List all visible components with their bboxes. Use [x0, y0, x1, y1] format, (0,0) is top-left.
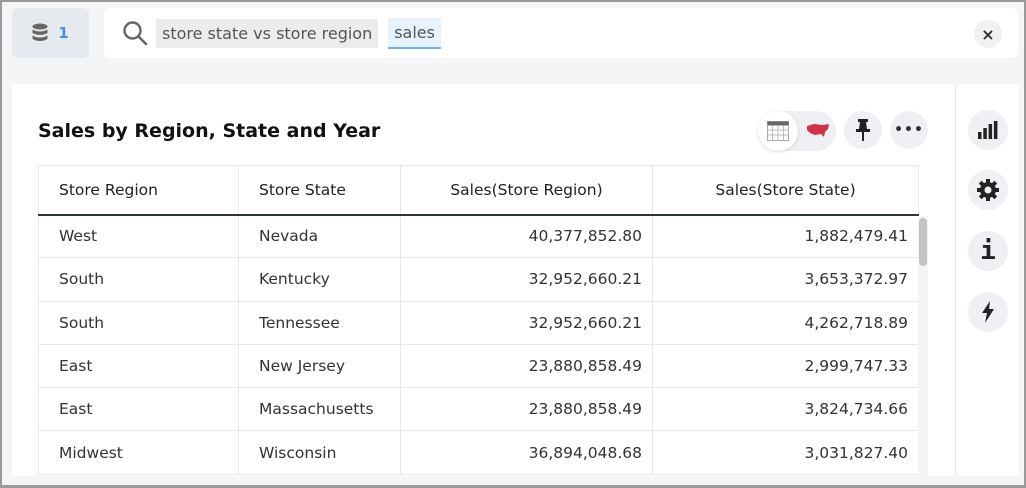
table-row[interactable]: East New Jersey 23,880,858.49 2,999,747.33 — [38, 344, 919, 389]
table-cell: 3,824,734.66 — [652, 387, 919, 432]
table-cell: Midwest — [38, 430, 239, 475]
column-header[interactable]: Store State — [238, 165, 401, 216]
spotiq-button[interactable] — [968, 292, 1008, 332]
column-header[interactable]: Store Region — [38, 165, 239, 216]
table-row[interactable]: South Tennessee 32,952,660.21 4,262,718.89 — [38, 301, 919, 345]
table-row[interactable]: West Nevada 40,377,852.80 1,882,479.41 — [38, 214, 919, 259]
table-cell: 32,952,660.21 — [400, 257, 653, 302]
table-cell: 1,882,479.41 — [652, 214, 919, 259]
table-cell: South — [38, 301, 239, 345]
search-token[interactable]: store state vs store region — [156, 18, 379, 48]
clear-search-button[interactable]: × — [974, 20, 1002, 48]
table-cell: 3,653,372.97 — [652, 257, 919, 302]
map-icon[interactable] — [806, 123, 830, 139]
table-cell: Tennessee — [238, 301, 401, 345]
table-cell: 2,999,747.33 — [652, 344, 919, 389]
settings-button[interactable] — [968, 170, 1008, 210]
info-icon: i — [980, 236, 996, 266]
table-cell: East — [38, 387, 239, 432]
search-bar[interactable]: store state vs store region sales × — [104, 8, 1018, 58]
table-view-button[interactable] — [758, 111, 798, 151]
table-cell: South — [38, 257, 239, 302]
table-row[interactable]: East Massachusetts 23,880,858.49 3,824,734.… — [38, 387, 919, 432]
source-count: 1 — [58, 24, 69, 42]
chart-type-button[interactable] — [968, 110, 1008, 150]
data-source-button[interactable]: 1 — [12, 8, 89, 58]
answer-card: Sales by Region, State and Year ••• Stor… — [12, 84, 955, 476]
table-cell: West — [38, 214, 239, 259]
chart-icon — [978, 121, 998, 139]
table-cell: 36,894,048.68 — [400, 430, 653, 475]
more-options-button[interactable]: ••• — [890, 111, 928, 149]
table-cell: 23,880,858.49 — [400, 344, 653, 389]
answer-title: Sales by Region, State and Year — [38, 120, 381, 142]
table-row[interactable]: South Kentucky 32,952,660.21 3,653,372.97 — [38, 257, 919, 302]
table-cell: 23,880,858.49 — [400, 387, 653, 432]
table-scrollbar[interactable] — [918, 216, 928, 476]
pin-button[interactable] — [844, 111, 882, 149]
view-toggle[interactable] — [758, 111, 836, 151]
table-header-row: Store Region Store State Sales(Store Reg… — [38, 165, 919, 216]
scrollbar-thumb[interactable] — [919, 218, 927, 266]
data-table: Store Region Store State Sales(Store Reg… — [38, 165, 919, 475]
table-cell: Kentucky — [238, 257, 401, 302]
table-cell: New Jersey — [238, 344, 401, 389]
table-cell: 3,031,827.40 — [652, 430, 919, 475]
table-cell: Nevada — [238, 214, 401, 259]
gear-icon — [977, 179, 999, 201]
column-header[interactable]: Sales(Store State) — [652, 165, 919, 216]
more-icon: ••• — [894, 122, 924, 138]
column-header[interactable]: Sales(Store Region) — [400, 165, 653, 216]
table-row[interactable]: Midwest Wisconsin 36,894,048.68 3,031,827.4… — [38, 430, 919, 475]
database-icon — [32, 23, 48, 41]
table-cell: Massachusetts — [238, 387, 401, 432]
table-cell: East — [38, 344, 239, 389]
table-cell: Wisconsin — [238, 430, 401, 475]
table-cell: 40,377,852.80 — [400, 214, 653, 259]
search-token[interactable]: sales — [388, 17, 441, 49]
lightning-icon — [982, 301, 994, 323]
table-cell: 32,952,660.21 — [400, 301, 653, 345]
table-cell: 4,262,718.89 — [652, 301, 919, 345]
close-icon: × — [981, 24, 995, 44]
pin-icon — [856, 119, 870, 141]
search-icon — [123, 21, 148, 46]
info-button[interactable]: i — [968, 231, 1008, 271]
table-icon — [767, 121, 789, 141]
right-sidebar: i — [955, 84, 1018, 476]
